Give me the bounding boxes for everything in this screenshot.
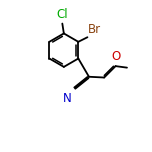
Text: Cl: Cl	[57, 8, 68, 21]
Text: O: O	[112, 50, 121, 63]
Text: N: N	[63, 92, 72, 105]
Text: Br: Br	[88, 23, 101, 36]
